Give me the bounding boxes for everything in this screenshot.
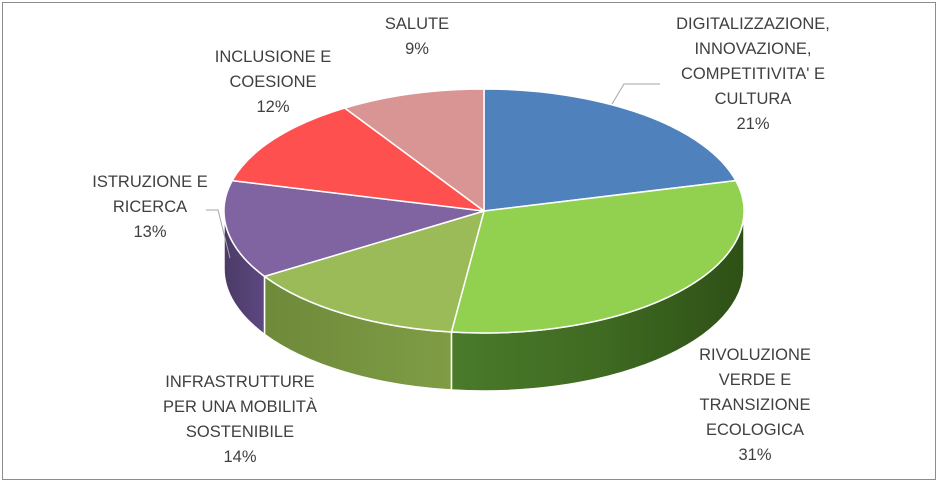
slice-inclusione-e-coesione — [231, 107, 485, 212]
data-label-line: INFRASTRUTTURE — [165, 373, 315, 391]
data-label-line: VERDE E — [718, 371, 792, 389]
slice-digitalizzazione-innovazione-competitivita-e-cultura — [483, 88, 737, 212]
data-label-rivoluzione-verde-e-transizione-ecologica: RIVOLUZIONE VERDE E TRANSIZIONE ECOLOGICA 31… — [670, 343, 840, 468]
data-label-line: SALUTE — [384, 15, 450, 33]
data-label-line: COESIONE — [229, 73, 317, 91]
data-label-line: TRANSIZIONE — [699, 396, 811, 414]
data-label-line: COMPETITIVITA' E — [680, 65, 826, 83]
data-label-inclusione-e-coesione: INCLUSIONE E COESIONE 12% — [198, 45, 348, 120]
data-label-line: INCLUSIONE E — [214, 48, 332, 66]
data-label-line: SOSTENIBILE — [185, 423, 295, 441]
data-label-percent: 12% — [256, 98, 290, 116]
slice-istruzione-e-ricerca — [223, 179, 485, 278]
data-label-line: RICERCA — [112, 198, 188, 216]
data-label-line: CULTURA — [714, 90, 792, 108]
data-label-line: RIVOLUZIONE — [699, 346, 811, 364]
data-label-digitalizzazione-innovazione-competitivita-e-cultura: DIGITALIZZAZIONE, INNOVAZIONE, COMPETITIVI… — [658, 12, 848, 137]
data-label-salute: SALUTE 9% — [362, 12, 472, 62]
leader-line-digitalizzazione — [611, 83, 660, 105]
slice-infrastrutture-per-una-mobilita-sostenibile — [263, 210, 485, 333]
data-label-percent: 9% — [405, 40, 429, 58]
data-label-line: ISTRUZIONE E — [92, 173, 208, 191]
data-label-infrastrutture-per-una-mobilita-sostenibile: INFRASTRUTTURE PER UNA MOBILITÀ SOSTENIBIL… — [140, 370, 340, 470]
data-label-percent: 13% — [133, 223, 167, 241]
data-label-line: ECOLOGICA — [705, 421, 805, 439]
data-label-percent: 31% — [738, 446, 772, 464]
data-label-percent: 14% — [223, 448, 257, 466]
data-label-line: INNOVAZIONE, — [694, 40, 812, 58]
data-label-line: PER UNA MOBILITÀ — [162, 398, 318, 416]
data-label-percent: 21% — [736, 115, 770, 133]
slice-rivoluzione-verde-e-transizione-ecologica — [450, 179, 745, 334]
data-label-line: DIGITALIZZAZIONE, — [676, 15, 830, 33]
slice-salute — [343, 88, 485, 212]
leader-line-istruzione — [206, 209, 231, 259]
data-label-istruzione-e-ricerca: ISTRUZIONE E RICERCA 13% — [90, 170, 210, 245]
